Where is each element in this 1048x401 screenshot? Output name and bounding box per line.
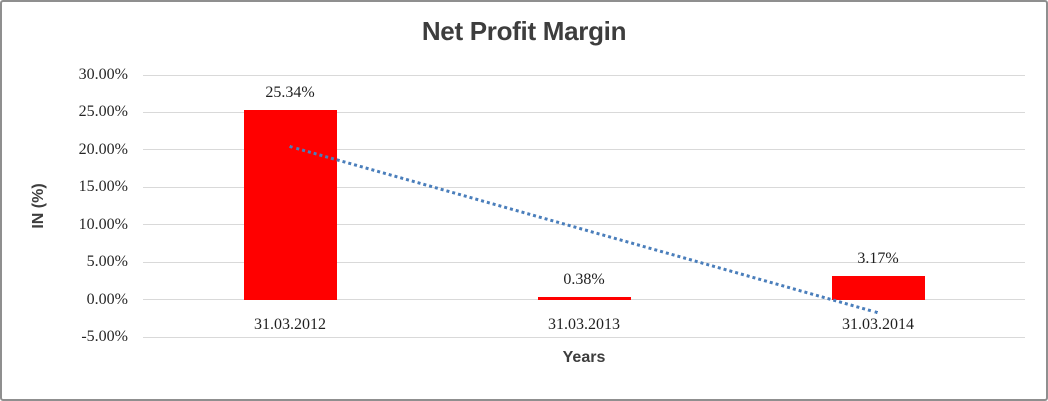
data-label: 3.17%	[857, 249, 899, 267]
y-tick-label: 5.00%	[86, 253, 128, 271]
gridline	[143, 149, 1025, 151]
gridline	[143, 186, 1025, 188]
data-label: 0.38%	[563, 270, 605, 288]
y-tick-label: 15.00%	[78, 178, 128, 196]
chart-title: Net Profit Margin	[421, 16, 627, 46]
y-tick-label: 0.00%	[86, 290, 128, 308]
gridline	[143, 74, 1025, 76]
gridline	[143, 336, 1025, 338]
gridline	[143, 299, 1025, 301]
bar	[537, 296, 631, 300]
x-axis-title: Years	[562, 349, 606, 366]
gridline	[143, 111, 1025, 113]
y-tick-label: 25.00%	[78, 103, 128, 121]
gridline	[143, 261, 1025, 263]
category-label: 31.03.2013	[548, 316, 620, 333]
y-tick-label: 30.00%	[78, 66, 128, 83]
gridline	[143, 224, 1025, 226]
category-label: 31.03.2012	[254, 316, 326, 333]
category-label: 31.03.2014	[842, 316, 914, 333]
y-tick-label: -5.00%	[81, 328, 128, 345]
data-label: 25.34%	[265, 83, 315, 101]
bar	[831, 275, 925, 300]
y-tick-label: 20.00%	[78, 140, 128, 158]
bar	[243, 109, 337, 300]
y-tick-label: 10.00%	[78, 215, 128, 233]
